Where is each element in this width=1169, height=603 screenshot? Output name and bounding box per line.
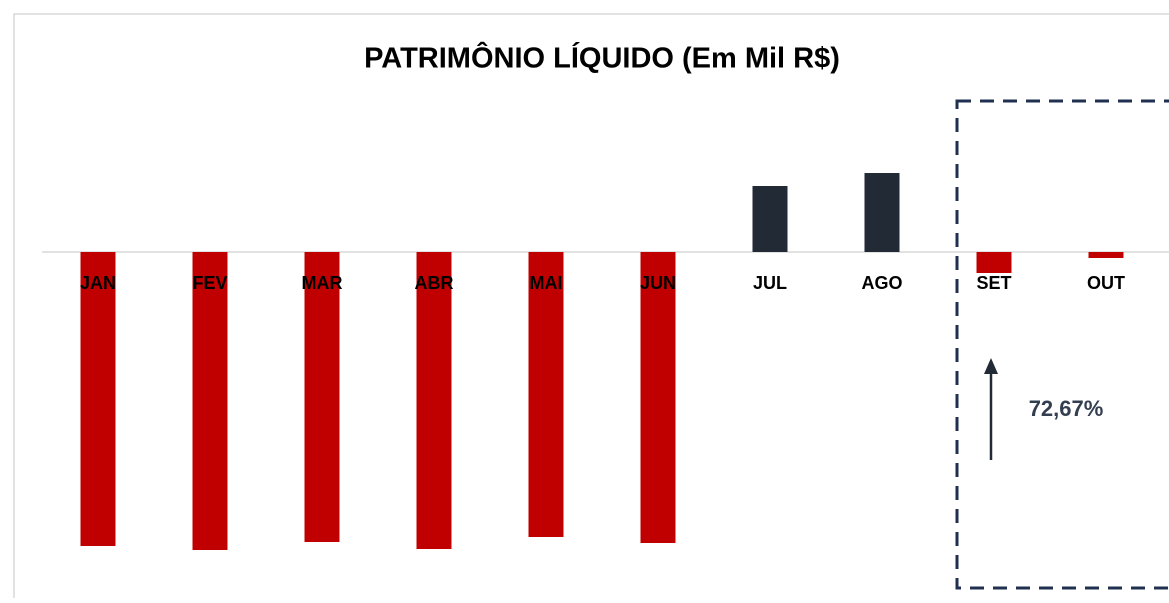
bar: [304, 252, 340, 542]
x-tick-label: MAI: [530, 273, 563, 293]
bar: [528, 252, 564, 537]
bar: [80, 252, 116, 546]
x-tick-label: JAN: [80, 273, 116, 293]
x-tick-label: JUN: [640, 273, 676, 293]
x-tick-label: FEV: [192, 273, 227, 293]
bar: [416, 252, 452, 549]
bar: [1088, 252, 1124, 258]
bar: [976, 252, 1012, 273]
x-tick-label: ABR: [415, 273, 454, 293]
x-tick-label: AGO: [861, 273, 902, 293]
chart-frame: [13, 13, 1169, 603]
chart-title: PATRIMÔNIO LÍQUIDO (Em Mil R$): [364, 41, 840, 75]
bar: [864, 173, 900, 252]
arrow-head: [984, 358, 998, 374]
plot-area: JAN FEV MAR ABR MAI JUN JUL AGO SET OUT: [42, 173, 1169, 550]
x-tick-label: SET: [976, 273, 1011, 293]
bar: [192, 252, 228, 550]
highlight-box: [955, 99, 1169, 590]
bar: [752, 186, 788, 252]
x-tick-label: OUT: [1087, 273, 1125, 293]
annotation: 72,67%: [1029, 396, 1104, 421]
bar: [640, 252, 676, 543]
x-tick-label: MAR: [302, 273, 343, 293]
x-tick-label: JUL: [753, 273, 787, 293]
